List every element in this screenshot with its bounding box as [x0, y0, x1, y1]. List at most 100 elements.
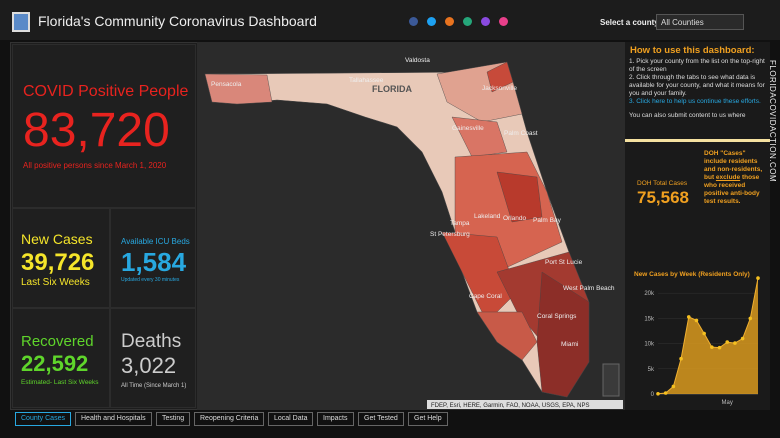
- county: [204, 73, 273, 105]
- point: [756, 276, 760, 280]
- map-label: Tampa: [450, 220, 470, 227]
- point: [740, 336, 745, 341]
- county: [451, 116, 508, 158]
- doh-value: 75,568: [637, 188, 689, 207]
- map-label: Jacksonville: [482, 85, 517, 92]
- share-icon[interactable]: [481, 17, 490, 26]
- point: [663, 391, 668, 395]
- county: [476, 311, 538, 361]
- howto-title: How to use this dashboard:: [630, 45, 755, 56]
- panel-title: Available ICU Beds: [121, 237, 190, 246]
- doh-note: DOH "Cases" include residents and non-re…: [704, 150, 770, 206]
- panel-value: 39,726: [21, 249, 95, 276]
- point: [748, 316, 753, 321]
- point: [686, 315, 691, 319]
- zoom-control[interactable]: [602, 363, 620, 397]
- panel-title: Deaths: [121, 331, 182, 352]
- y-tick-label: 20k: [644, 291, 655, 297]
- positive-panel: COVID Positive People 83,720 All positiv…: [12, 44, 196, 208]
- tab[interactable]: Impacts: [317, 412, 354, 426]
- y-tick-label: 15k: [644, 316, 655, 322]
- tab[interactable]: Health and Hospitals: [75, 412, 152, 426]
- tab[interactable]: Get Tested: [358, 412, 404, 426]
- map-label: Palm Coast: [504, 130, 538, 137]
- select-label: Select a county: [600, 18, 659, 27]
- tab[interactable]: Get Help: [408, 412, 448, 426]
- map[interactable]: Valdosta Tallahassee FLORIDA Pensacola J…: [197, 42, 625, 410]
- panel-note: All Time (Since March 1): [121, 383, 187, 389]
- tab[interactable]: Testing: [156, 412, 191, 426]
- panel-title: COVID Positive People: [23, 83, 189, 100]
- map-label: Palm Bay: [533, 217, 562, 224]
- panel-note: Updated every 30 minutes: [121, 277, 180, 283]
- map-label: Tallahassee: [349, 77, 384, 84]
- panel-value: 1,584: [121, 247, 187, 277]
- map-label: Gainesville: [452, 125, 484, 132]
- share-icon[interactable]: [499, 17, 508, 26]
- panel-note: Estimated- Last Six Weeks: [21, 379, 99, 386]
- point: [710, 345, 714, 349]
- area: [658, 278, 758, 394]
- tab[interactable]: Reopening Criteria: [194, 412, 265, 426]
- logo: [12, 12, 30, 32]
- map-tools[interactable]: [543, 46, 619, 62]
- howto-step: 1. Pick your county from the list on the…: [629, 58, 765, 73]
- panel-note: Last Six Weeks: [21, 277, 90, 288]
- doh-note-text: DOH "Cases" include residents and non-re…: [704, 150, 763, 181]
- point: [725, 340, 730, 344]
- howto-link[interactable]: 3. Click here to help us continue these …: [629, 98, 761, 105]
- attribution-bg: [427, 400, 623, 409]
- y-tick-label: 10k: [644, 342, 655, 348]
- point: [694, 318, 699, 323]
- share-icon[interactable]: [427, 17, 436, 26]
- point: [702, 331, 706, 336]
- deaths-panel: Deaths 3,022 All Time (Since March 1): [110, 308, 196, 408]
- share-icon[interactable]: [445, 17, 454, 26]
- panel-value: 3,022: [121, 353, 177, 378]
- point: [717, 345, 722, 350]
- chart-title: New Cases by Week (Residents Only): [634, 271, 750, 278]
- panel-title: New Cases: [21, 231, 93, 247]
- share-icon[interactable]: [409, 17, 418, 26]
- divider: [625, 139, 770, 142]
- point: [733, 341, 737, 345]
- icu-panel: Available ICU Beds 1,584 Updated every 3…: [110, 208, 196, 308]
- howto-text: 1. Pick your county from the list on the…: [629, 58, 769, 120]
- map-label: Orlando: [503, 215, 527, 222]
- map-label: FLORIDA: [372, 84, 412, 94]
- title: Florida's Community Coronavirus Dashboar…: [38, 13, 317, 29]
- county: [496, 171, 543, 223]
- doh-note-text: those who received positive anti-body te…: [704, 174, 760, 205]
- weekly-chart: 0 5k 10k 15k 20k May: [644, 276, 760, 406]
- map-label: West Palm Beach: [563, 285, 615, 292]
- header: Florida's Community Coronavirus Dashboar…: [0, 0, 780, 40]
- tab[interactable]: Local Data: [268, 412, 314, 426]
- map-label: Coral Springs: [537, 313, 577, 320]
- map-label: St Petersburg: [430, 231, 470, 238]
- new-cases-panel: New Cases 39,726 Last Six Weeks: [12, 208, 110, 308]
- tab[interactable]: County Cases: [15, 412, 71, 426]
- map-label: Valdosta: [405, 57, 430, 64]
- map-label: Pensacola: [211, 81, 242, 88]
- howto-step: 2. Click through the tabs to see what da…: [629, 74, 765, 97]
- y-tick-label: 0: [651, 392, 655, 398]
- attribution: FDEP, Esri, HERE, Garmin, FAO, NOAA, USG…: [431, 403, 589, 409]
- doh-title: DOH Total Cases: [637, 180, 688, 187]
- side-text: FLORIDACOVIDACTION.COM: [768, 60, 777, 183]
- map-label: Lakeland: [474, 213, 501, 220]
- panel-title: Recovered: [21, 333, 94, 350]
- map-label: Cape Coral: [469, 293, 502, 300]
- point: [679, 356, 683, 361]
- panel-note: All positive persons since March 1, 2020: [23, 161, 167, 170]
- recovered-panel: Recovered 22,592 Estimated- Last Six Wee…: [12, 308, 110, 408]
- share-icon[interactable]: [463, 17, 472, 26]
- county: [486, 61, 514, 93]
- y-tick-label: 5k: [648, 367, 655, 373]
- point: [671, 384, 676, 389]
- county-select[interactable]: All Counties: [656, 14, 744, 30]
- doh-note-emph: exclude: [715, 174, 741, 181]
- point: [656, 391, 660, 396]
- panel-value: 83,720: [23, 104, 170, 157]
- panel-value: 22,592: [21, 351, 89, 376]
